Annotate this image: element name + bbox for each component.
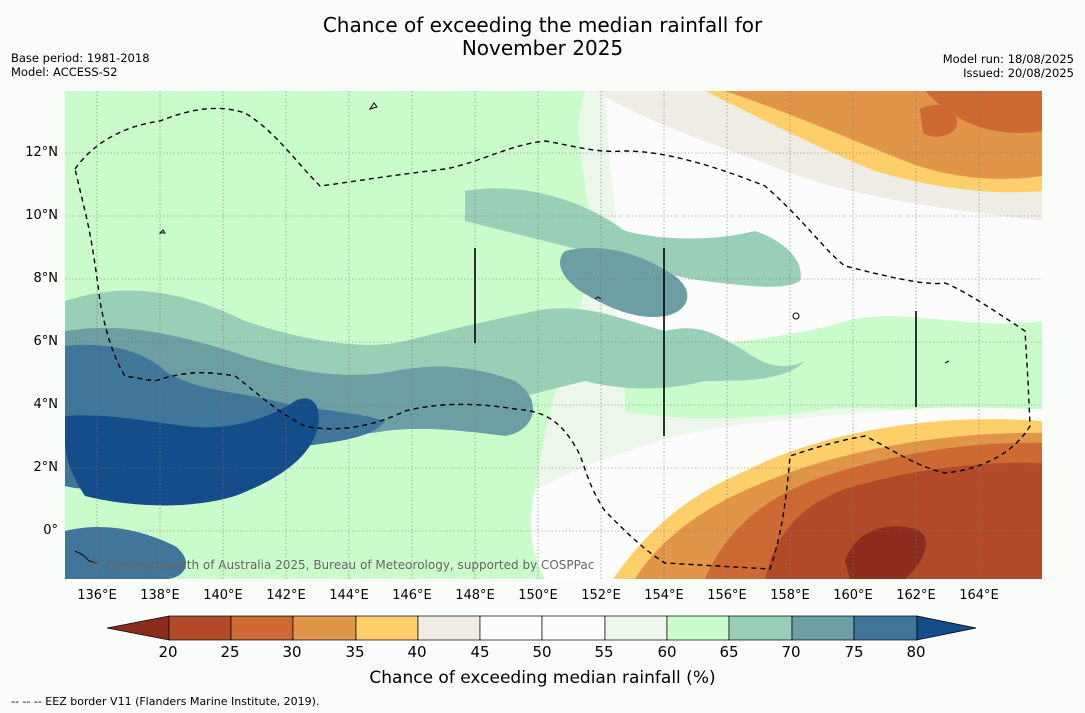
colorbar-min-arrow bbox=[107, 615, 170, 641]
model-run: Model run: 18/08/2025 bbox=[942, 52, 1074, 66]
lon-label-148e: 148°E bbox=[455, 588, 495, 603]
colorbar-tick-35: 35 bbox=[345, 643, 365, 661]
colorbar-bin-65-70 bbox=[728, 615, 793, 641]
colorbar-bin-35-40 bbox=[355, 615, 419, 641]
region-65-70-upper bbox=[465, 188, 801, 287]
lon-label-150e: 150°E bbox=[518, 588, 558, 603]
meta-left: Base period: 1981-2018 Model: ACCESS-S2 bbox=[11, 51, 150, 79]
title-line-1: Chance of exceeding the median rainfall … bbox=[322, 13, 763, 37]
lat-label-12n: 12°N bbox=[25, 145, 58, 160]
colorbar-tick-60: 60 bbox=[657, 643, 677, 661]
colorbar-tick-40: 40 bbox=[407, 643, 427, 661]
region-25-30-north-patch bbox=[920, 105, 958, 137]
region-75-80-south bbox=[65, 526, 186, 579]
eez-border bbox=[74, 107, 1031, 570]
colorbar-bin-50-55 bbox=[541, 615, 606, 641]
colorbar-bin-60-65 bbox=[666, 615, 730, 641]
islands bbox=[74, 102, 950, 564]
lon-label-164e: 164°E bbox=[959, 588, 999, 603]
lat-label-6n: 6°N bbox=[33, 334, 59, 349]
lon-label-152e: 152°E bbox=[581, 588, 621, 603]
lat-label-8n: 8°N bbox=[33, 271, 59, 286]
lat-label-10n: 10°N bbox=[25, 208, 58, 223]
chart-title: Chance of exceeding the median rainfall … bbox=[0, 14, 1085, 60]
lon-label-138e: 138°E bbox=[140, 588, 180, 603]
colorbar-bin-70-75 bbox=[791, 615, 855, 641]
colorbar-tick-25: 25 bbox=[220, 643, 240, 661]
colorbar-label: Chance of exceeding median rainfall (%) bbox=[369, 668, 716, 688]
colorbar-tick-45: 45 bbox=[470, 643, 490, 661]
region-lt20-south bbox=[845, 526, 926, 579]
colorbar-bin-30-35 bbox=[292, 615, 357, 641]
lon-label-160e: 160°E bbox=[833, 588, 873, 603]
lon-label-136e: 136°E bbox=[77, 588, 117, 603]
lat-label-2n: 2°N bbox=[33, 460, 59, 475]
region-20-25-south bbox=[765, 462, 1042, 579]
region-25-30-north bbox=[925, 91, 1042, 133]
boundary-lines bbox=[474, 248, 917, 436]
lon-label-162e: 162°E bbox=[896, 588, 936, 603]
colorbar-tick-75: 75 bbox=[844, 643, 864, 661]
colorbar-tick-80: 80 bbox=[906, 643, 926, 661]
colorbar-tick-55: 55 bbox=[594, 643, 614, 661]
colorbar-tick-20: 20 bbox=[158, 643, 178, 661]
colorbar-bin-55-60 bbox=[604, 615, 668, 641]
region-gt80-west bbox=[65, 398, 319, 506]
lat-label-4n: 4°N bbox=[33, 397, 59, 412]
region-70-75-central bbox=[560, 247, 688, 317]
copyright-notice: © Commonwealth of Australia 2025, Bureau… bbox=[89, 558, 595, 572]
colorbar-bin-75-80 bbox=[853, 615, 918, 641]
colorbar-bin-25-30 bbox=[230, 615, 294, 641]
lon-label-158e: 158°E bbox=[770, 588, 810, 603]
colorbar-bin-20-25 bbox=[168, 615, 232, 641]
lon-label-140e: 140°E bbox=[203, 588, 243, 603]
rainfall-probability-map bbox=[65, 91, 1042, 579]
colorbar-bin-40-45 bbox=[417, 615, 481, 641]
colorbar-tick-65: 65 bbox=[719, 643, 739, 661]
model-name: Model: ACCESS-S2 bbox=[11, 65, 118, 79]
title-line-2: November 2025 bbox=[461, 36, 624, 60]
colorbar-tick-70: 70 bbox=[781, 643, 801, 661]
region-60-65-east bbox=[625, 316, 1042, 419]
eez-footnote: -- -- -- EEZ border V11 (Flanders Marine… bbox=[11, 695, 320, 708]
lat-label-0: 0° bbox=[43, 523, 58, 538]
colorbar-tick-30: 30 bbox=[282, 643, 302, 661]
lon-label-144e: 144°E bbox=[329, 588, 369, 603]
colorbar bbox=[107, 615, 977, 641]
colorbar-bin-45-50 bbox=[479, 615, 543, 641]
lon-label-146e: 146°E bbox=[392, 588, 432, 603]
issued-date: Issued: 20/08/2025 bbox=[963, 66, 1074, 80]
meta-right: Model run: 18/08/2025 Issued: 20/08/2025 bbox=[943, 52, 1074, 80]
lon-label-156e: 156°E bbox=[707, 588, 747, 603]
colorbar-tick-50: 50 bbox=[532, 643, 552, 661]
lon-label-142e: 142°E bbox=[266, 588, 306, 603]
gridlines bbox=[65, 91, 1042, 579]
lon-label-154e: 154°E bbox=[644, 588, 684, 603]
colorbar-max-arrow bbox=[916, 615, 977, 641]
base-period: Base period: 1981-2018 bbox=[11, 51, 150, 65]
